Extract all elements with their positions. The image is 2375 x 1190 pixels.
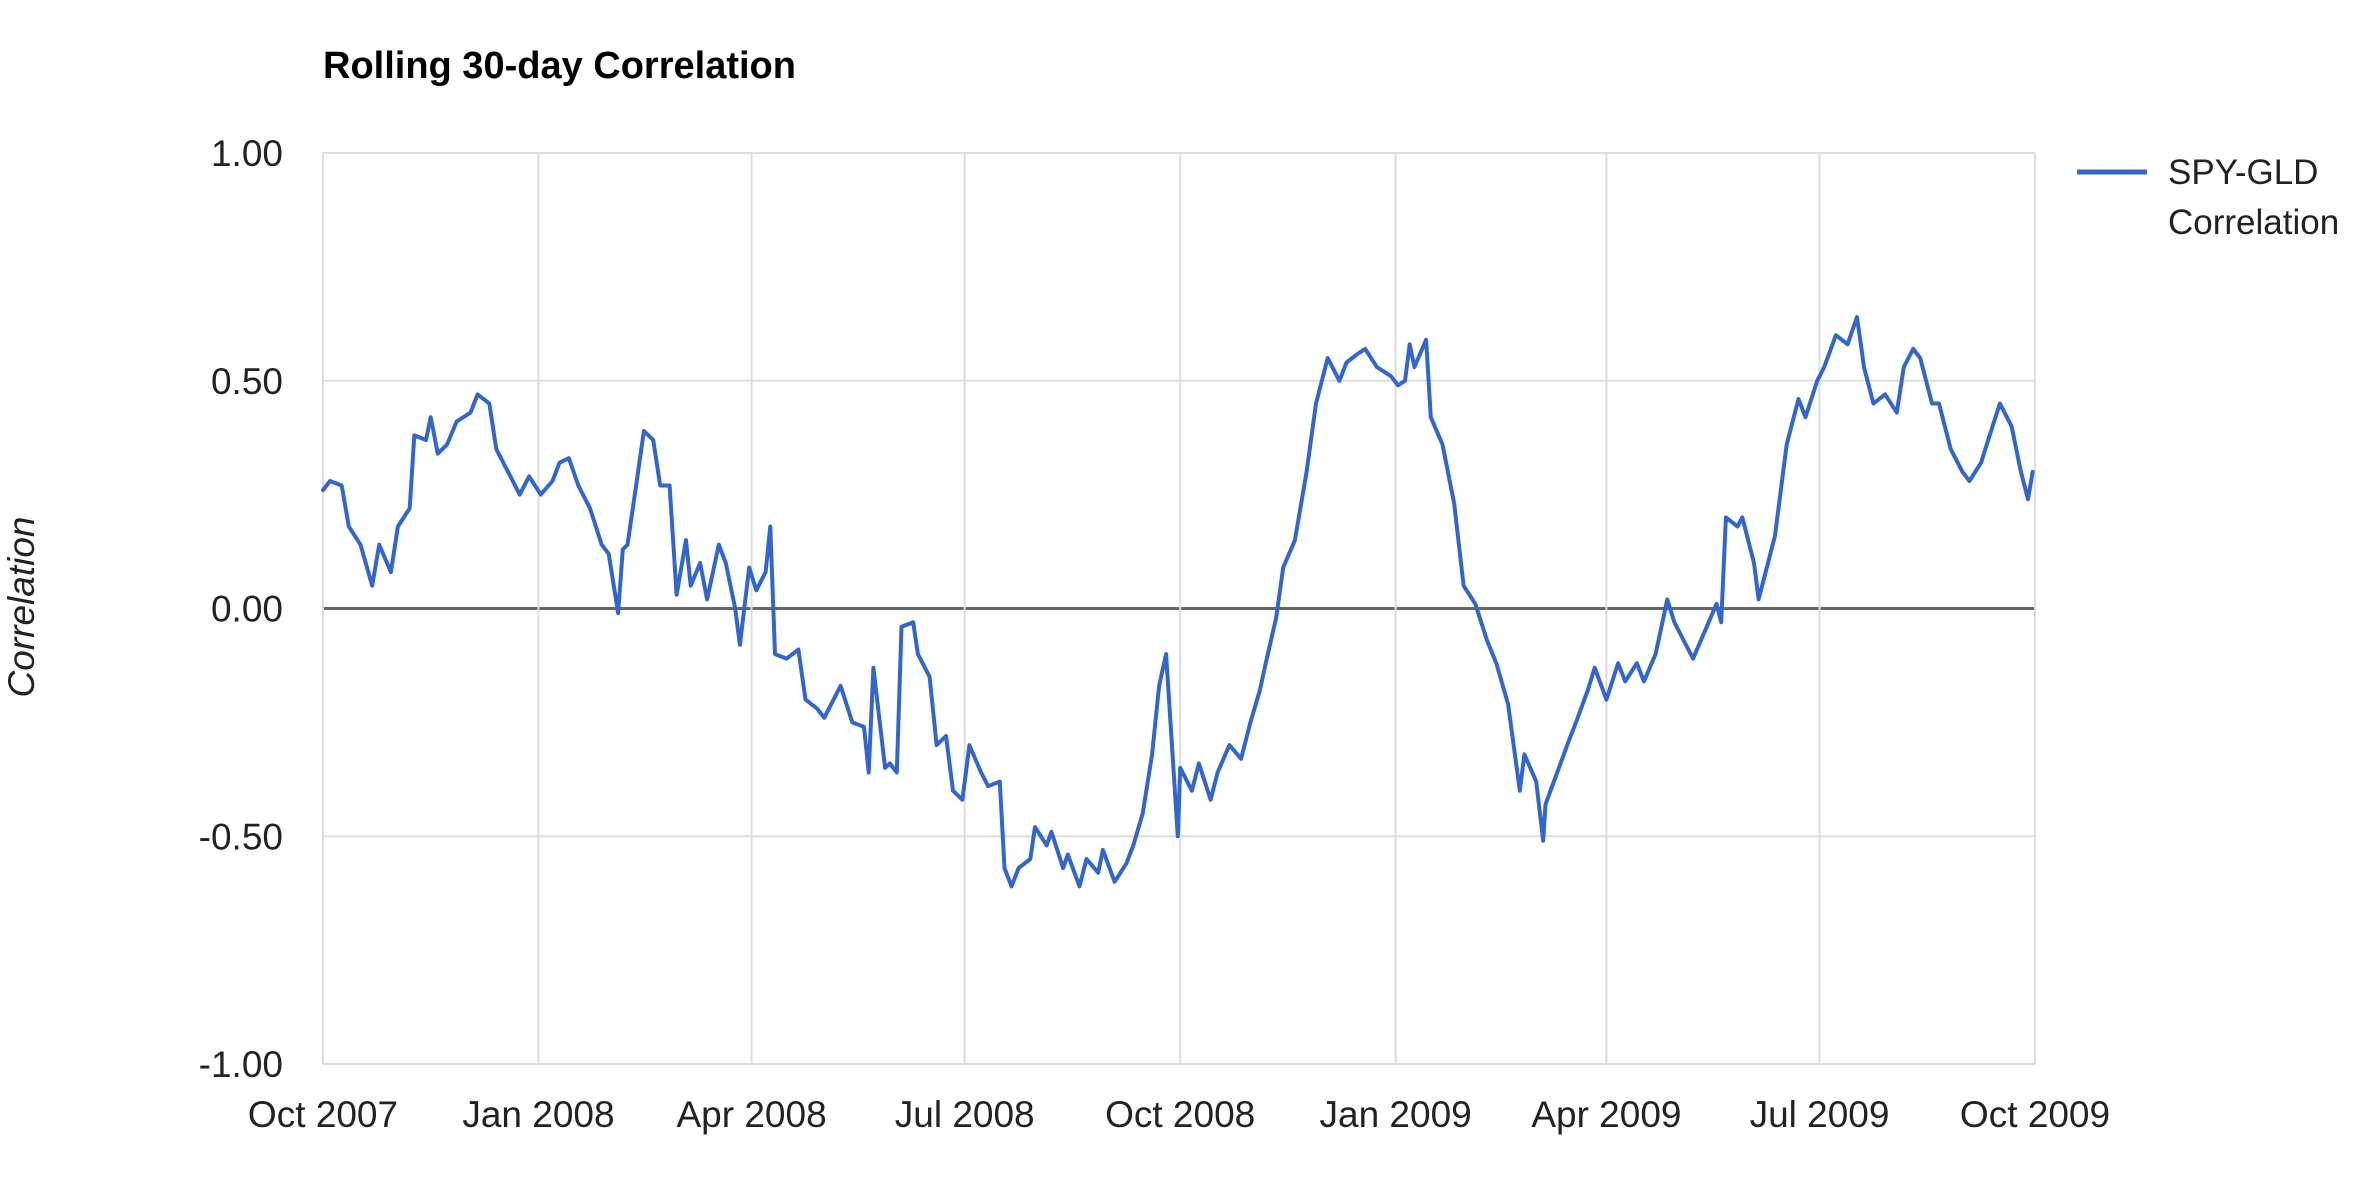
y-tick-label: 0.50 <box>211 361 283 402</box>
y-tick-label: -0.50 <box>199 816 283 857</box>
y-tick-label: 0.00 <box>211 589 283 630</box>
x-tick-label: Jul 2009 <box>1750 1094 1890 1135</box>
legend-label-line: Correlation <box>2168 203 2339 242</box>
y-tick-label: 1.00 <box>211 133 283 174</box>
x-tick-label: Oct 2009 <box>1960 1094 2110 1135</box>
legend: SPY-GLD Correlation <box>2077 153 2339 242</box>
x-tick-label: Oct 2008 <box>1105 1094 1255 1135</box>
x-tick-label: Oct 2007 <box>248 1094 398 1135</box>
series-line-spy-gld-correlation <box>321 315 2035 889</box>
x-tick-label: Jan 2009 <box>1320 1094 1472 1135</box>
grid <box>322 152 2036 1065</box>
legend-entry-spy-gld-correlation: SPY-GLD Correlation <box>2168 153 2339 242</box>
x-axis: Oct 2007 Jan 2008 Apr 2008 Jul 2008 Oct 2008… <box>248 1094 2110 1135</box>
chart-title: Rolling 30-day Correlation <box>323 45 796 87</box>
x-tick-label: Apr 2009 <box>1531 1094 1681 1135</box>
y-axis: 1.00 0.50 0.00 -0.50 -1.00 <box>199 133 283 1085</box>
y-tick-label: -1.00 <box>199 1044 283 1085</box>
y-axis-label: Correlation <box>1 517 42 698</box>
legend-label-line: SPY-GLD <box>2168 153 2318 192</box>
x-tick-label: Apr 2008 <box>676 1094 826 1135</box>
series-layer <box>321 315 2035 889</box>
x-tick-label: Jan 2008 <box>462 1094 614 1135</box>
x-tick-label: Jul 2008 <box>895 1094 1035 1135</box>
